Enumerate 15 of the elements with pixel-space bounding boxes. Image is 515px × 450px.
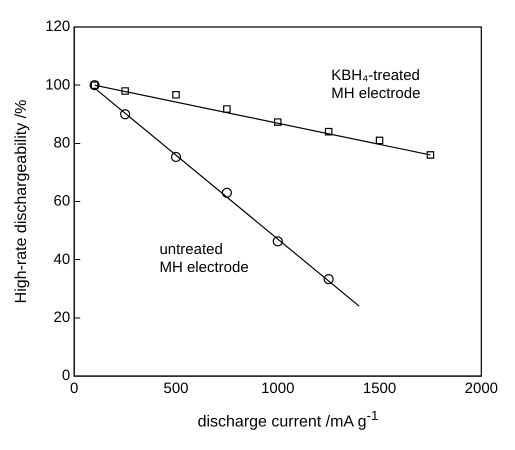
y-tick-label: 20 xyxy=(54,308,70,326)
y-tick-label: 80 xyxy=(54,134,70,152)
series-label: KBH₄-treated MH electrode xyxy=(331,66,420,102)
x-axis-title: discharge current /mA g$^{-1}$ xyxy=(196,408,380,432)
x-tick-label: 2000 xyxy=(464,380,498,398)
y-tick-label: 100 xyxy=(45,76,70,94)
y-tick-label: 0 xyxy=(62,367,70,384)
series-label: untreated MH electrode xyxy=(159,241,249,276)
y-tick-label: 60 xyxy=(54,192,70,210)
x-tick-label: 1000 xyxy=(261,380,294,398)
y-axis-title: High-rate dischargeability /% xyxy=(13,100,30,304)
x-tick-label: 1500 xyxy=(362,380,396,398)
y-tick-label: 40 xyxy=(54,250,70,268)
x-tick-label: 500 xyxy=(163,380,189,398)
y-tick-label: 120 xyxy=(45,18,70,36)
